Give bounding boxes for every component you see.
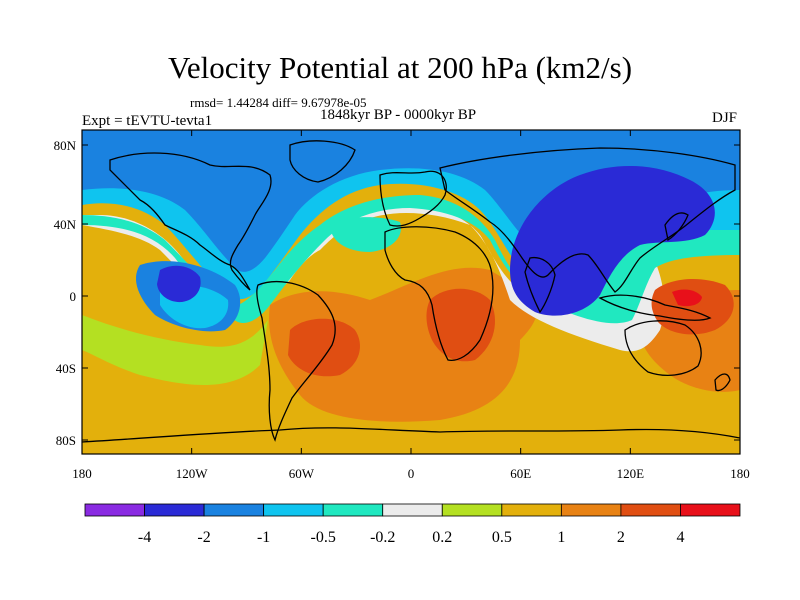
contour-aqua-north-africa [330,217,401,252]
colorbar-swatch [680,503,741,517]
coastline-south-america [256,280,336,442]
colorbar-label: -0.2 [370,529,395,546]
contour-red-pacific [672,289,702,307]
colorbar-swatch [144,503,205,517]
coastline-asia [439,147,736,293]
lon-tick-label: 0 [408,466,415,481]
colorbar-label: 2 [617,529,625,546]
coastline-greenland [289,140,356,183]
experiment-label: Expt = tEVTU-tevta1 [82,113,213,129]
longitude-axis: 180 120W 60W 0 60E 120E 180 [72,130,750,481]
time-period-label: 1848kyr BP - 0000kyr BP [320,107,477,123]
colorbar-label: 1 [557,529,565,546]
lon-tick-label: 180 [730,466,750,481]
colorbar-swatch [263,503,324,517]
contour-neutral-band [82,203,665,352]
contour-dark-blue-pacific [157,265,201,303]
lon-tick-label: 120W [176,466,209,481]
colorbar-swatch [441,503,503,517]
colorbar-swatch [560,503,622,517]
contour-red-orange-america [288,318,360,377]
lat-tick-label: 0 [70,289,77,304]
coastline-japan [664,212,689,242]
rmsd-diff-stats: rmsd= 1.44284 diff= 9.67978e-05 [190,95,367,110]
colorbar-swatch [501,503,562,517]
latitude-axis: 80N 40N 0 40S 80S [54,138,740,448]
lon-tick-label: 60E [510,466,531,481]
contour-lime-band [82,315,268,385]
colorbar-label: -4 [138,529,151,546]
contour-dark-blue-asia [510,165,715,316]
colorbar-swatch [322,503,384,517]
lat-tick-label: 80S [56,433,76,448]
coastlines [82,140,740,443]
coastline-africa [384,226,494,361]
coastline-antarctica [82,427,740,443]
lat-tick-label: 40S [56,361,76,376]
colorbar-swatch [620,503,681,517]
coastline-australia [624,320,702,377]
lon-tick-label: 60W [289,466,315,481]
coastline-europe [379,170,447,227]
colorbar-swatch [382,503,443,517]
colorbar-swatch [84,503,145,517]
lon-tick-label: 180 [72,466,92,481]
colorbar-label: 0.2 [432,529,452,546]
contour-red-orange-pacific [651,278,734,335]
plot-title: Velocity Potential at 200 hPa (km2/s) [167,50,633,85]
colorbar-label: 4 [676,529,684,546]
colorbar-label: -2 [197,529,210,546]
colorbar-label: -0.5 [311,529,336,546]
coastline-india [524,256,556,314]
coastline-maritime-continent [598,294,712,321]
season-label: DJF [711,110,737,126]
lat-tick-label: 80N [54,138,77,153]
coastline-new-zealand [714,373,731,392]
contour-field [82,130,740,454]
lon-tick-label: 120E [617,466,645,481]
lat-tick-label: 40N [54,217,77,232]
colorbar-label: -1 [257,529,270,546]
colorbar-label: 0.5 [492,529,512,546]
colorbar: -4 -2 -1 -0.5 -0.2 0.2 0.5 1 2 4 [84,503,741,546]
coastline-north-america [109,152,272,291]
colorbar-swatch [203,503,265,517]
